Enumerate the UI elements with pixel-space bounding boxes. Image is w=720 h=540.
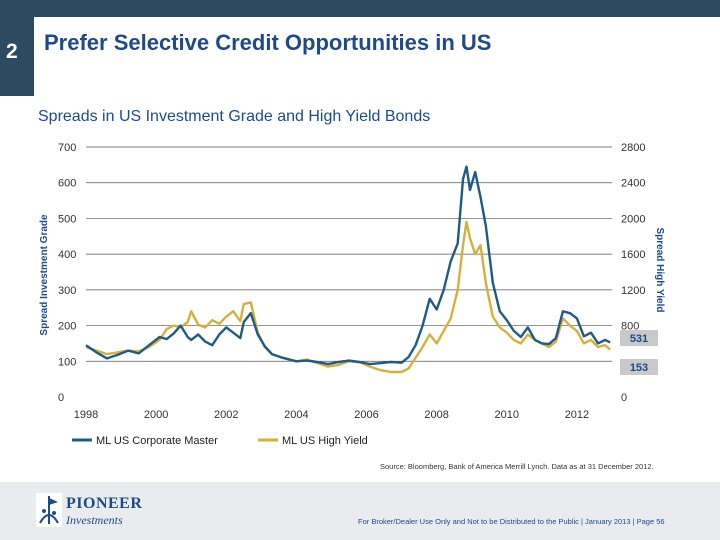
- end-label-ig-box: [620, 359, 658, 375]
- y2-tick-label: 2000: [621, 213, 645, 225]
- x-tick-label: 1998: [74, 409, 98, 421]
- y-tick-label: 200: [58, 321, 76, 333]
- series-line-hy: [85, 220, 611, 374]
- spread-chart: 700 600 500 400 300 200 100 0 2800 2400 2000 1600 1…: [39, 142, 665, 447]
- y-tick-label: 700: [58, 142, 76, 154]
- legend: ML US Corporate Master ML US High Yield: [72, 435, 368, 447]
- footer-disclaimer: For Broker/Dealer Use Only and Not to be…: [358, 517, 665, 526]
- x-tick-label: 2008: [424, 409, 448, 421]
- y-tick-label: 400: [58, 249, 76, 261]
- y-axis-label: Spread Investment Grade: [39, 214, 50, 336]
- end-labels: 531 153: [620, 330, 658, 375]
- y2-tick-label: 800: [621, 321, 639, 333]
- x-tick-label: 2004: [284, 409, 308, 421]
- section-number-tab: 2: [0, 16, 34, 96]
- legend-item-ig-label: ML US Corporate Master: [96, 435, 218, 447]
- x-tick-label: 2010: [495, 409, 519, 421]
- y-tick-label: 300: [58, 285, 76, 297]
- end-label-ig: 153: [630, 362, 648, 374]
- series-line-ig: [85, 165, 611, 366]
- series-lines: [85, 165, 611, 374]
- y2-tick-label: 0: [621, 392, 627, 404]
- top-bar: [0, 0, 720, 16]
- x-tick-label: 2006: [354, 409, 378, 421]
- x-tick-label: 2000: [144, 409, 168, 421]
- y-axis-right: 2800 2400 2000 1600 1200 800 0: [621, 142, 645, 404]
- logo-subtitle: Investments: [66, 513, 123, 527]
- pioneer-logo-icon: [36, 493, 62, 527]
- x-tick-label: 2002: [214, 409, 238, 421]
- section-number: 2: [6, 40, 18, 63]
- y-tick-label: 0: [58, 392, 64, 404]
- y2-tick-label: 2400: [621, 178, 645, 190]
- y-axis-left: 700 600 500 400 300 200 100 0: [58, 142, 76, 404]
- gridlines: [86, 146, 612, 362]
- x-axis: 1998 2000 2002 2004 2006 2008 2010 2012: [74, 409, 589, 421]
- legend-item-hy-label: ML US High Yield: [282, 435, 368, 447]
- y-tick-label: 600: [58, 178, 76, 190]
- y2-axis-label: Spread High Yield: [654, 227, 665, 312]
- y2-tick-label: 1200: [621, 285, 645, 297]
- end-label-hy-box: [620, 330, 658, 346]
- footer-band: [0, 482, 720, 540]
- header-rule: [34, 16, 720, 17]
- end-label-hy: 531: [630, 333, 648, 345]
- page-title: Prefer Selective Credit Opportunities in…: [44, 30, 492, 55]
- y-tick-label: 500: [58, 213, 76, 225]
- source-note: Source: Bloomberg, Bank of America Merri…: [380, 462, 654, 471]
- y-tick-label: 100: [58, 356, 76, 368]
- pioneer-logo: PIONEER Investments: [36, 493, 156, 533]
- y2-tick-label: 2800: [621, 142, 645, 154]
- chart-subtitle: Spreads in US Investment Grade and High …: [38, 108, 431, 125]
- y2-tick-label: 1600: [621, 249, 645, 261]
- x-tick-label: 2012: [565, 409, 589, 421]
- logo-name: PIONEER: [66, 495, 143, 512]
